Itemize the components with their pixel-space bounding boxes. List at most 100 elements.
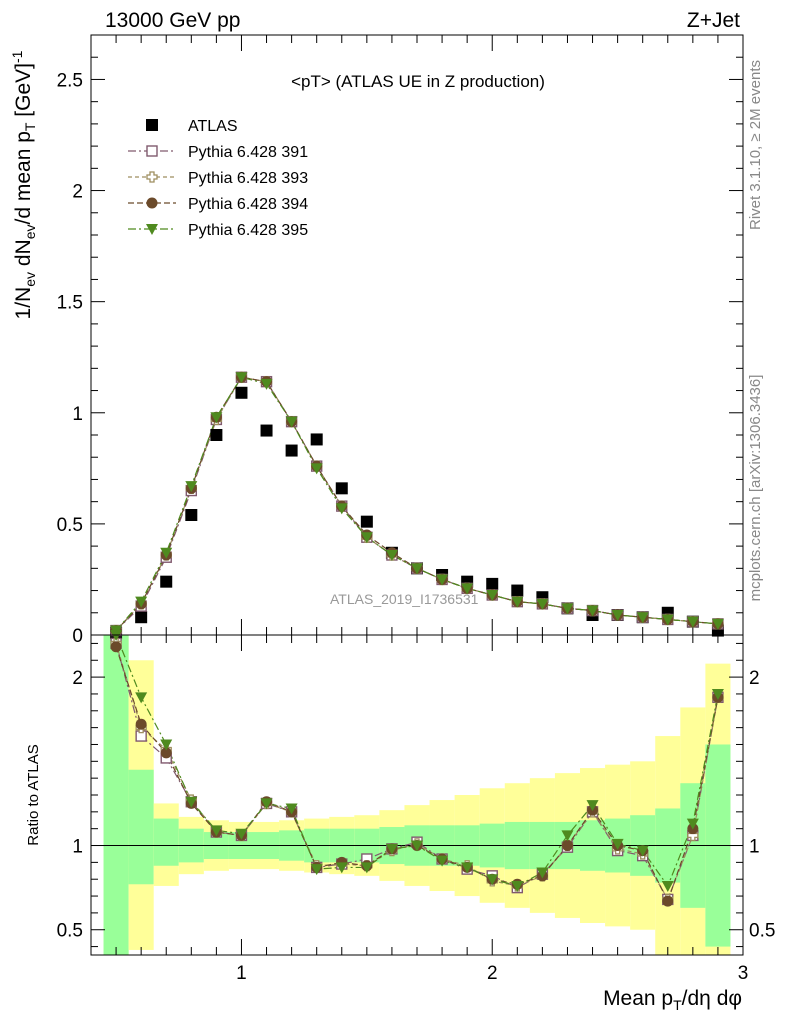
legend-marker bbox=[146, 145, 158, 157]
ratio-data-point bbox=[185, 796, 198, 808]
legend-label: Pythia 6.428 393 bbox=[188, 170, 308, 187]
mc-data-point bbox=[235, 372, 248, 384]
ratio-data-point bbox=[436, 855, 449, 867]
ratio-data-point bbox=[561, 840, 573, 852]
mc-data-point bbox=[461, 583, 474, 595]
mc-data-point bbox=[436, 574, 449, 586]
mc-data-point bbox=[160, 547, 173, 559]
ratio-data-point bbox=[586, 800, 599, 812]
mc-data-point bbox=[711, 618, 724, 630]
mc-data-point bbox=[686, 616, 699, 628]
ratio-data-point bbox=[160, 739, 173, 751]
x-tick-label: 2 bbox=[487, 963, 498, 984]
legend-marker bbox=[146, 171, 158, 183]
mc-data-point bbox=[636, 612, 649, 624]
ratio-data-point bbox=[160, 747, 172, 759]
ratio-data-point bbox=[110, 641, 122, 653]
header-right: Z+Jet bbox=[687, 9, 740, 32]
mc-data-point bbox=[511, 596, 524, 608]
ratio-data-point bbox=[310, 864, 323, 876]
legend: ATLAS Pythia 6.428 391 Pythia 6.428 393 Pyt… bbox=[128, 118, 308, 239]
mc-data-point bbox=[310, 463, 323, 475]
mc-data-point bbox=[411, 563, 423, 575]
main-title: <pT> (ATLAS UE in Z production) bbox=[291, 72, 545, 91]
mc-data-point bbox=[260, 378, 273, 390]
mcplots-label: mcplots.cern.ch [arXiv:1306.3436] bbox=[747, 375, 764, 602]
mc-data-point bbox=[611, 610, 624, 621]
atlas-data-point bbox=[511, 584, 524, 597]
inner-band-bin bbox=[128, 769, 154, 885]
inner-band-bin bbox=[103, 635, 129, 955]
header-left: 13000 GeV pp bbox=[105, 9, 240, 32]
rivet-label: Rivet 3.1.10, ≥ 2M events bbox=[747, 60, 764, 230]
atlas-data-point bbox=[160, 575, 173, 588]
atlas-data-point bbox=[260, 424, 273, 437]
main-y-tick-label: 2 bbox=[72, 182, 83, 203]
legend-label: ATLAS bbox=[188, 118, 238, 135]
atlas-data-point bbox=[310, 433, 323, 446]
ratio-y-tick-label-right: 1 bbox=[749, 837, 760, 858]
ratio-data-point bbox=[135, 718, 147, 730]
x-tick-label: 3 bbox=[738, 963, 749, 984]
ratio-series-layer bbox=[110, 630, 724, 907]
ratio-y-axis-label: Ratio to ATLAS bbox=[25, 744, 42, 845]
legend-label: Pythia 6.428 391 bbox=[188, 144, 308, 161]
legend-label: Pythia 6.428 394 bbox=[188, 196, 308, 213]
atlas-data-point bbox=[135, 611, 148, 624]
main-y-tick-label: 0 bbox=[72, 626, 83, 647]
mc-data-point bbox=[135, 596, 148, 608]
ratio-y-tick-label: 1 bbox=[72, 837, 83, 858]
main-y-tick-label: 0.5 bbox=[57, 515, 83, 536]
legend-marker bbox=[146, 224, 158, 235]
legend-marker bbox=[146, 119, 158, 131]
ratio-data-point bbox=[285, 803, 298, 815]
main-y-tick-label: 1.5 bbox=[57, 293, 83, 314]
ratio-data-point bbox=[235, 828, 248, 840]
ratio-data-point bbox=[662, 895, 674, 907]
legend-label: Pythia 6.428 395 bbox=[188, 222, 308, 239]
x-axis-label: Mean pT/dη dφ bbox=[603, 987, 742, 1013]
ratio-data-point bbox=[511, 880, 524, 892]
ratio-data-point bbox=[686, 818, 699, 830]
watermark: ATLAS_2019_I1736531 bbox=[330, 591, 479, 607]
mc-data-point bbox=[210, 412, 223, 424]
ratio-data-point bbox=[711, 688, 724, 700]
atlas-data-point bbox=[360, 515, 373, 528]
ratio-data-point bbox=[561, 830, 574, 842]
main-y-axis-label: 1/Nev dNev/d mean pT [GeV]-1 bbox=[9, 50, 38, 319]
mc-data-point bbox=[586, 605, 599, 617]
atlas-data-point bbox=[486, 577, 499, 590]
mc-data-point bbox=[536, 598, 549, 610]
ratio-data-point bbox=[661, 880, 674, 892]
ratio-y-tick-label-right: 0.5 bbox=[749, 921, 775, 942]
ratio-data-point bbox=[360, 862, 373, 874]
mc-data-point bbox=[661, 614, 674, 626]
ratio-data-point bbox=[611, 838, 624, 850]
ratio-y-tick-label: 2 bbox=[72, 668, 83, 689]
mc-data-point bbox=[385, 550, 398, 561]
ratio-data-point bbox=[411, 840, 423, 852]
ratio-y-tick-label: 0.5 bbox=[57, 921, 83, 942]
ratio-plot-frame bbox=[90, 634, 744, 956]
mc-data-point bbox=[360, 532, 373, 544]
main-y-tick-label: 1 bbox=[72, 404, 83, 425]
atlas-data-point bbox=[210, 429, 223, 441]
mc-data-point bbox=[561, 603, 574, 615]
main-y-tick-label: 2.5 bbox=[57, 70, 83, 91]
ratio-bands bbox=[91, 635, 743, 955]
main-series-layer bbox=[110, 371, 724, 639]
inner-band-bin bbox=[153, 818, 179, 866]
atlas-data-point bbox=[285, 444, 298, 457]
atlas-data-point bbox=[235, 386, 248, 399]
main-axis-ticks: 0 0.5 1 1.5 2 2.5 bbox=[57, 35, 744, 647]
atlas-data-point bbox=[335, 482, 348, 495]
mc-data-point bbox=[335, 503, 348, 515]
ratio-axis-ticks: 0.5 0.5 1 1 2 2 1 2 3 bbox=[57, 635, 775, 984]
x-tick-label: 1 bbox=[236, 963, 247, 984]
ratio-data-point bbox=[636, 845, 649, 857]
ratio-data-point bbox=[385, 843, 398, 855]
ratio-data-point bbox=[536, 867, 549, 879]
ratio-data-point bbox=[461, 862, 474, 874]
ratio-data-point bbox=[260, 798, 273, 810]
